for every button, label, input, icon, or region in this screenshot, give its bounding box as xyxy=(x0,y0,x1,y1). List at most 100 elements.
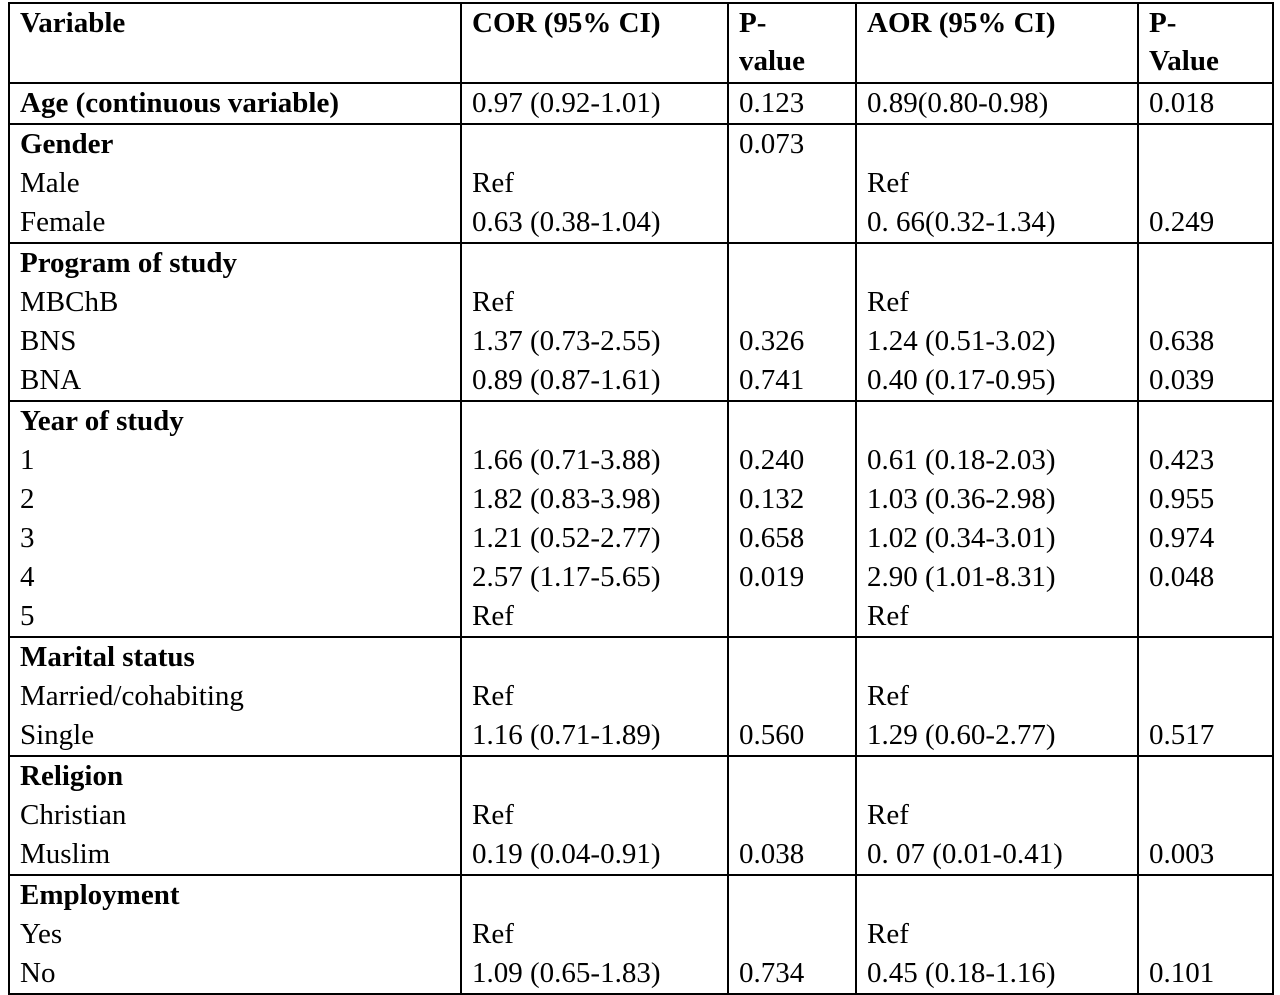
cell-line xyxy=(739,203,845,242)
cell-line xyxy=(472,125,717,164)
cell: 0.734 xyxy=(727,874,857,995)
cell: Ref 1.09 (0.65-1.83) xyxy=(460,874,729,995)
group-row: Year of study 1 2 3 4 5 1.66 (0.71-3.88) 1.82 (… xyxy=(8,400,1274,638)
cell-line: 1 xyxy=(20,444,35,476)
group-row: Religion Christian Muslim Ref 0.19 (0.04-0.9… xyxy=(8,755,1274,876)
cell-line: Ref xyxy=(472,167,514,199)
cell-line xyxy=(739,597,845,636)
cell-line: 0.97 (0.92-1.01) xyxy=(472,87,661,119)
cell-line: 0.019 xyxy=(739,561,805,593)
cell-line xyxy=(1149,597,1262,636)
cell-line: 0.048 xyxy=(1149,561,1215,593)
cell: Program of study MBChB BNS BNA xyxy=(8,242,462,402)
group-row: Age (continuous variable) 0.97 (0.92-1.01… xyxy=(8,82,1274,125)
cell-line: 1.82 (0.83-3.98) xyxy=(472,483,661,515)
cell-line xyxy=(1149,402,1262,441)
group-row: Program of study MBChB BNS BNA Ref 1.37 (0.73… xyxy=(8,242,1274,402)
cell: 0.638 0.039 xyxy=(1137,242,1274,402)
cell-line: 1.21 (0.52-2.77) xyxy=(472,522,661,554)
cell-line: 0.89 (0.87-1.61) xyxy=(472,364,661,396)
header-text: P-value xyxy=(739,7,806,77)
cell-line: Christian xyxy=(20,799,127,831)
cell-line xyxy=(739,757,845,796)
header-cell: P-Value xyxy=(1137,2,1274,84)
cell-line: Ref xyxy=(472,680,514,712)
cell-line: Female xyxy=(20,206,106,238)
cell-line xyxy=(867,244,1127,283)
cell-line: 0.89(0.80-0.98) xyxy=(867,87,1049,119)
cell-line xyxy=(1149,125,1262,164)
cell: 0.326 0.741 xyxy=(727,242,857,402)
group-row: Marital status Married/cohabiting Single Re… xyxy=(8,636,1274,757)
cell-line: 0.658 xyxy=(739,522,805,554)
cell-line: 0.45 (0.18-1.16) xyxy=(867,957,1056,989)
group-row: Gender Male Female Ref 0.63 (0.38-1.04) 0.073… xyxy=(8,123,1274,244)
cell-line: 0.326 xyxy=(739,325,805,357)
cell: Ref 0.19 (0.04-0.91) xyxy=(460,755,729,876)
cell: 0.018 xyxy=(1137,82,1274,125)
cell-line: 0.638 xyxy=(1149,325,1215,357)
cell-line: Ref xyxy=(867,286,909,318)
cell-line: Ref xyxy=(472,600,514,632)
cell-line xyxy=(739,796,845,835)
cell-line: 0. 07 (0.01-0.41) xyxy=(867,838,1063,870)
cell: 0.003 xyxy=(1137,755,1274,876)
cell: Year of study 1 2 3 4 5 xyxy=(8,400,462,638)
cell-line: 1.66 (0.71-3.88) xyxy=(472,444,661,476)
cell-line: 0. 66(0.32-1.34) xyxy=(867,206,1056,238)
cell-line xyxy=(1149,164,1262,203)
cell: 0.423 0.955 0.974 0.048 xyxy=(1137,400,1274,638)
cell: 0.61 (0.18-2.03) 1.03 (0.36-2.98) 1.02 (0.… xyxy=(855,400,1139,638)
cell-line: BNS xyxy=(20,325,77,357)
cell-line xyxy=(739,283,845,322)
header-cell: AOR (95% CI) xyxy=(855,2,1139,84)
group-label: Employment xyxy=(20,879,180,911)
cell-line: 0.40 (0.17-0.95) xyxy=(867,364,1056,396)
cell-line: 0.132 xyxy=(739,483,805,515)
cell-line: 0.240 xyxy=(739,444,805,476)
group-label: Marital status xyxy=(20,641,195,673)
cell: Ref 0. 66(0.32-1.34) xyxy=(855,123,1139,244)
cell-line: BNA xyxy=(20,364,82,396)
cell-line: 0.249 xyxy=(1149,206,1215,238)
cell-line: 2 xyxy=(20,483,35,515)
cell: 0.249 xyxy=(1137,123,1274,244)
cell-line: 0.734 xyxy=(739,957,805,989)
cell-line: 1.09 (0.65-1.83) xyxy=(472,957,661,989)
cell-line: 0.073 xyxy=(739,128,805,160)
cell-line xyxy=(739,915,845,954)
cell-line: 0.423 xyxy=(1149,444,1215,476)
cell-line: 3 xyxy=(20,522,35,554)
cell-line: Married/cohabiting xyxy=(20,680,244,712)
cell-line: Ref xyxy=(867,167,909,199)
cell-line: Ref xyxy=(472,918,514,950)
cell-line xyxy=(472,876,717,915)
cell-line: Single xyxy=(20,719,95,751)
cell: Ref 1.29 (0.60-2.77) xyxy=(855,636,1139,757)
cell-line: Ref xyxy=(867,680,909,712)
header-cell: COR (95% CI) xyxy=(460,2,729,84)
cell-line: 1.16 (0.71-1.89) xyxy=(472,719,661,751)
cell-line xyxy=(1149,915,1262,954)
cell-line xyxy=(1149,677,1262,716)
cell-line: Yes xyxy=(20,918,63,950)
cell-line xyxy=(1149,638,1262,677)
cell-line: 2.57 (1.17-5.65) xyxy=(472,561,661,593)
cell-line xyxy=(472,638,717,677)
group-label: Program of study xyxy=(20,247,237,279)
header-cell: Variable xyxy=(8,2,462,84)
cell-line: 1.24 (0.51-3.02) xyxy=(867,325,1056,357)
cell-line: Ref xyxy=(472,799,514,831)
cell: 0.240 0.132 0.658 0.019 xyxy=(727,400,857,638)
cell: 0.123 xyxy=(727,82,857,125)
group-label: Age (continuous variable) xyxy=(20,87,339,119)
cell-line xyxy=(739,876,845,915)
header-text: AOR (95% CI) xyxy=(867,7,1056,39)
cell: 0.89(0.80-0.98) xyxy=(855,82,1139,125)
cell: Ref 1.16 (0.71-1.89) xyxy=(460,636,729,757)
cell: Employment Yes No xyxy=(8,874,462,995)
cell-line: 0.123 xyxy=(739,87,805,119)
cell-line xyxy=(1149,796,1262,835)
cell-line: 5 xyxy=(20,600,35,632)
